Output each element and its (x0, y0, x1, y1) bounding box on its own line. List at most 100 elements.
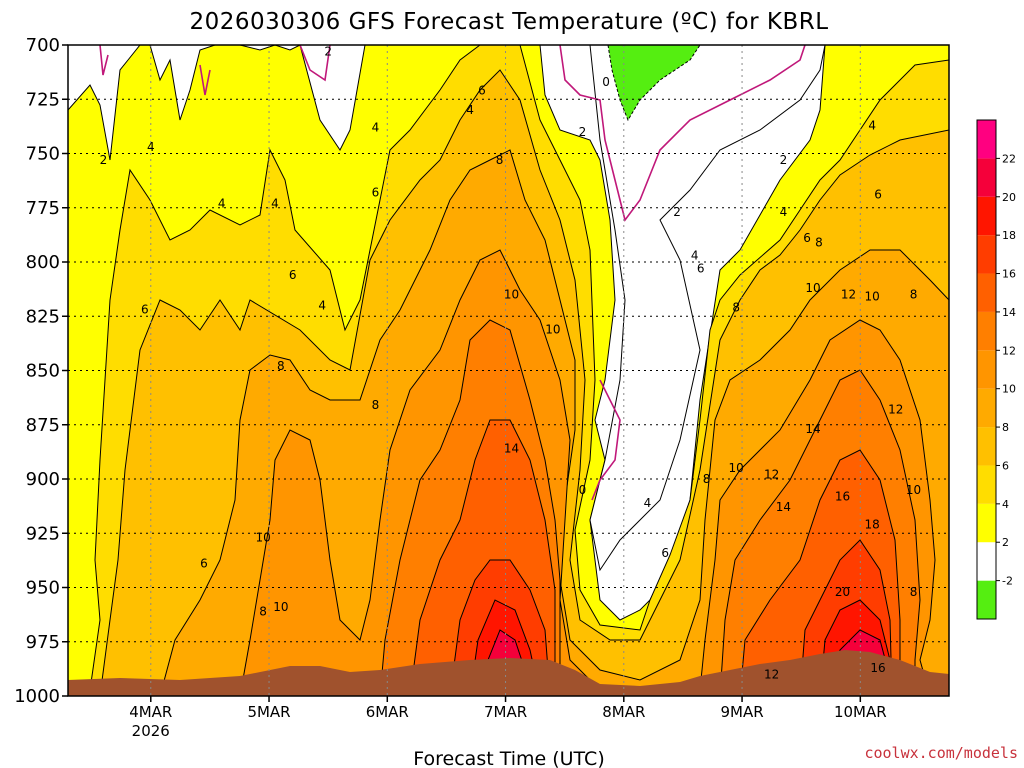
colorbar-frame (976, 119, 997, 620)
y-tick-label: 850 (26, 361, 60, 382)
contour-label: 0 (579, 483, 587, 497)
contour-label: 2 (780, 153, 788, 167)
contour-label: 4 (318, 298, 326, 312)
colorbar-tick-label: 8 (1002, 421, 1009, 434)
gridlines (68, 45, 949, 696)
y-tick-label: 825 (26, 306, 60, 327)
zero-isotherm-south (591, 379, 621, 501)
colorbar-swatch (977, 350, 996, 389)
chart-title: 2026030306 GFS Forecast Temperature (ºC)… (189, 9, 828, 35)
x-tick-label: 7MAR (484, 703, 527, 721)
colorbar-swatch (977, 503, 996, 543)
zero-isotherm (559, 45, 806, 222)
contour-label: 4 (780, 205, 788, 219)
colorbar-swatch (977, 465, 996, 504)
contour-label: 6 (478, 84, 486, 98)
colorbar-swatch (977, 388, 996, 428)
contour-label: 6 (661, 546, 669, 560)
contour-label: 14 (776, 500, 791, 514)
y-tick-label: 925 (26, 523, 60, 544)
y-tick-label: 1000 (14, 686, 60, 707)
contour-label: 4 (218, 196, 226, 210)
contour-label: 6 (697, 262, 705, 276)
x-axis-year: 2026 (132, 722, 170, 740)
x-tick-label: 8MAR (602, 703, 645, 721)
x-axis-ticks: 4MAR 5MAR 6MAR 7MAR 8MAR 9MAR 10MAR (129, 696, 887, 721)
y-tick-label: 900 (26, 469, 60, 490)
colorbar-tick-label: 2 (1002, 536, 1009, 549)
y-tick-label: 975 (26, 632, 60, 653)
x-tick-label: 9MAR (720, 703, 763, 721)
colorbar-swatch (977, 120, 996, 159)
contour-label: 8 (496, 153, 504, 167)
colorbar-tick-label: -2 (1002, 575, 1013, 588)
contour-label: 2 (673, 205, 681, 219)
colorbar-swatch (977, 196, 996, 236)
temperature-field (68, 45, 949, 696)
colorbar-swatch (977, 542, 996, 581)
contour-label: 20 (835, 585, 850, 599)
colorbar-tick-label: 10 (1002, 383, 1016, 396)
contour-label: 8 (910, 585, 918, 599)
contour-label: 6 (289, 268, 297, 282)
contour-label: 6 (200, 557, 208, 571)
contour-label: 18 (864, 518, 879, 532)
colorbar-swatch (977, 311, 996, 351)
y-tick-label: 750 (26, 144, 60, 165)
contour-label: 8 (259, 604, 267, 618)
contour-label: 2 (324, 45, 332, 59)
contour-label: 10 (864, 290, 879, 304)
contour-label: 10 (273, 600, 288, 614)
colorbar-tick-label: 20 (1002, 191, 1016, 204)
contour-label: 4 (644, 496, 652, 510)
contour-label: 10 (545, 322, 560, 336)
colorbar-swatch (977, 235, 996, 274)
contour-label: 4 (868, 118, 876, 132)
contour-label: 8 (703, 472, 711, 486)
contour-label: 12 (764, 468, 779, 482)
contour-label: 4 (691, 248, 699, 262)
contour-label: 8 (732, 301, 740, 315)
contour-label: 14 (504, 442, 519, 456)
x-tick-label: 6MAR (366, 703, 409, 721)
colorbar-tick-label: 22 (1002, 152, 1016, 165)
y-tick-label: 800 (26, 252, 60, 273)
terrain (68, 650, 949, 696)
contour-label: 4 (466, 103, 474, 117)
contour-label: 6 (141, 303, 149, 317)
contour-label: 0 (602, 75, 610, 89)
contour-label: 6 (803, 231, 811, 245)
colorbar-tick-label: 12 (1002, 344, 1016, 357)
contour-label: 2 (579, 125, 587, 139)
contour-label: 6 (874, 188, 882, 202)
contour-label: 8 (910, 288, 918, 302)
y-tick-label: 700 (26, 35, 60, 56)
contour-label: 10 (504, 288, 519, 302)
y-tick-label: 725 (26, 89, 60, 110)
contour-label: 4 (372, 120, 380, 134)
contour-label: 16 (870, 661, 885, 675)
colorbar-tick-label: 16 (1002, 268, 1016, 281)
credit-text: coolwx.com/models (864, 744, 1018, 762)
y-tick-label: 950 (26, 578, 60, 599)
contour-label: 12 (841, 288, 856, 302)
colorbar: -2 2 4 6 8 10 12 14 16 18 20 22 (976, 119, 1016, 620)
contour-label: 8 (815, 235, 823, 249)
colorbar-tick-label: 14 (1002, 306, 1016, 319)
colorbar-swatch (977, 273, 996, 312)
contour-label: 12 (764, 667, 779, 681)
contour-label: 2 (100, 153, 108, 167)
contour-label: 10 (805, 281, 820, 295)
contour-label: 8 (277, 359, 285, 373)
y-axis-ticks: 700 725 750 775 800 825 850 875 900 925 950 975 1000 (14, 35, 68, 707)
x-axis-label: Forecast Time (UTC) (413, 748, 604, 768)
colorbar-tick-label: 4 (1002, 498, 1009, 511)
contour-label: 4 (147, 140, 155, 154)
colorbar-swatch (977, 427, 996, 466)
contour-label: 12 (888, 403, 903, 417)
x-tick-label: 10MAR (834, 703, 887, 721)
contour-label: 4 (271, 196, 279, 210)
colorbar-tick-label: 6 (1002, 459, 1009, 472)
band-below-minus2 (607, 45, 701, 122)
